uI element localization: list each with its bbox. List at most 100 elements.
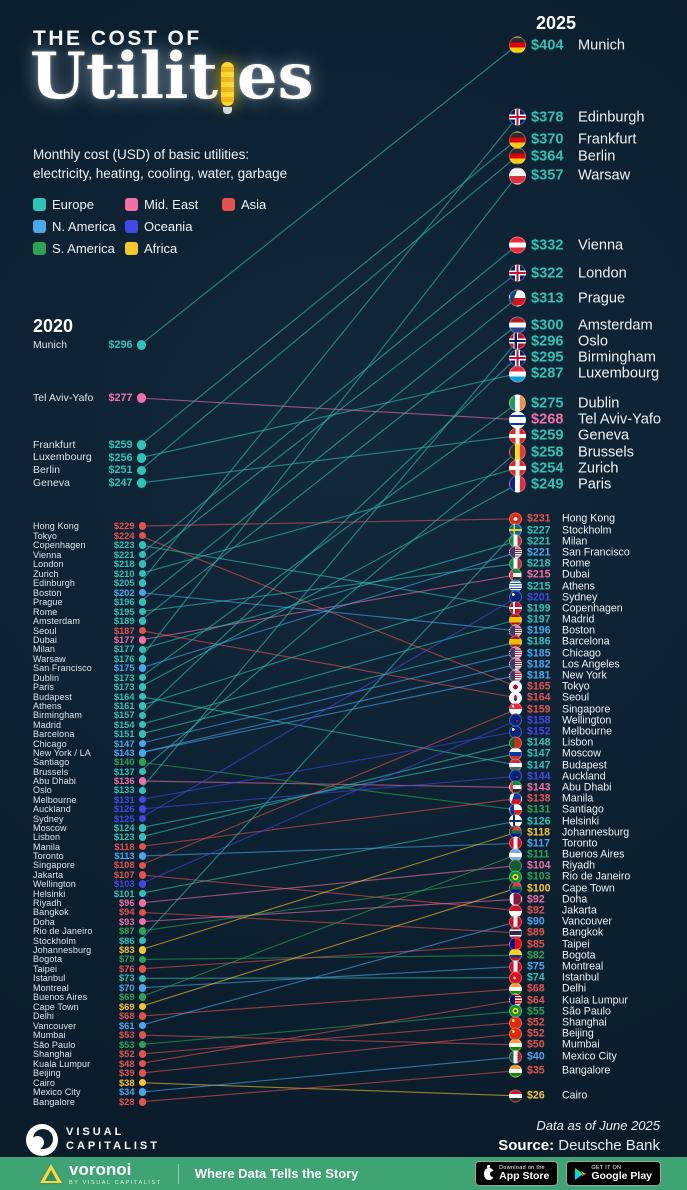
source-note: Source: Deutsche Bank: [498, 1137, 660, 1154]
legend-label: Oceania: [144, 219, 193, 234]
right-value: $221: [527, 546, 551, 559]
right-value: $152: [527, 725, 551, 738]
left-row: Shanghai $52: [33, 1049, 146, 1059]
left-row: Buenos Aires $69: [33, 992, 146, 1002]
left-city-label: Mexico City: [33, 1087, 81, 1098]
right-value: $147: [527, 747, 551, 760]
right-row: $147 Moscow: [509, 747, 601, 761]
right-row: $370 Frankfurt: [509, 131, 636, 148]
right-row: $300 Amsterdam: [509, 316, 653, 334]
left-row: Auckland $126: [33, 804, 146, 814]
right-row: $295 Birmingham: [509, 349, 656, 366]
right-city-label: Vienna: [578, 237, 624, 254]
right-city-label: Johannesburg: [562, 826, 630, 839]
right-value: $138: [527, 792, 551, 805]
left-dot-icon: [138, 805, 146, 813]
right-value: $185: [527, 647, 551, 660]
left-row: Sydney $125: [33, 814, 146, 824]
left-row: Bangkok $94: [33, 907, 146, 917]
right-value: $332: [531, 237, 564, 254]
google-play-badge[interactable]: GET IT ON Google Play: [566, 1161, 661, 1186]
left-city-label: São Paulo: [33, 1039, 76, 1050]
left-city-label: Vancouver: [33, 1020, 77, 1031]
right-city-label: Birmingham: [578, 349, 656, 366]
right-city-label: São Paulo: [562, 1005, 611, 1018]
right-city-label: Mexico City: [562, 1050, 617, 1063]
left-value: $161: [113, 700, 135, 711]
left-value: $157: [113, 710, 135, 721]
left-row: Manila $118: [33, 842, 146, 852]
right-value: $147: [527, 759, 551, 771]
left-city-label: Seoul: [33, 625, 57, 636]
right-row: $221 San Francisco: [509, 545, 630, 559]
left-row: Cape Town $69: [33, 1002, 146, 1012]
right-row: $100 Cape Town: [509, 881, 615, 895]
left-dot-icon: [138, 531, 146, 540]
left-city-label: Mumbai: [33, 1030, 66, 1041]
right-city-label: Milan: [562, 535, 588, 548]
left-value: $196: [113, 597, 135, 608]
right-city-label: Edinburgh: [578, 109, 645, 126]
right-city-label: Cape Town: [562, 882, 615, 895]
right-city-label: Buenos Aires: [562, 848, 625, 861]
legend-item: Europe: [33, 197, 125, 212]
voronoi-brand-sub: BY VISUAL CAPITALIST: [69, 1180, 162, 1186]
left-dot-icon: [136, 393, 146, 403]
right-row: $40 Mexico City: [509, 1050, 617, 1064]
legend-swatch-icon: [125, 242, 138, 255]
right-value: $50: [527, 1038, 545, 1051]
left-value: $86: [118, 935, 135, 946]
left-row: Geneva $247: [33, 477, 146, 489]
visual-capitalist-logo-icon: [26, 1124, 58, 1156]
left-city-label: Shanghai: [33, 1049, 72, 1060]
left-city-label: Cape Town: [33, 1001, 79, 1012]
legend-label: Asia: [241, 197, 267, 212]
right-city-label: Seoul: [562, 691, 590, 704]
left-row: Delhi $68: [33, 1011, 146, 1021]
visual-capitalist-logo: VISUAL CAPITALIST: [26, 1124, 160, 1156]
right-row: $258 Brussels: [509, 443, 634, 461]
left-city-label: Johannesburg: [33, 945, 92, 955]
right-city-label: Madrid: [562, 613, 595, 626]
legend-swatch-icon: [33, 220, 46, 233]
right-city-label: Prague: [578, 290, 626, 306]
right-row: $118 Johannesburg: [509, 825, 630, 839]
right-value: $258: [531, 444, 564, 460]
right-city-label: Riyadh: [562, 859, 595, 872]
left-value: $277: [108, 392, 133, 405]
right-value: $90: [527, 915, 545, 928]
right-city-label: Rome: [562, 557, 591, 570]
right-row: $322 London: [509, 264, 627, 282]
right-value: $103: [527, 870, 551, 883]
right-row: $147 Budapest: [509, 758, 607, 772]
right-row: $55 São Paulo: [509, 1004, 611, 1018]
left-value: $296: [108, 339, 133, 352]
right-city-label: Tokyo: [562, 680, 590, 693]
left-value: $96: [118, 897, 135, 908]
right-city-label: Auckland: [562, 770, 606, 783]
left-city-label: Cairo: [33, 1077, 56, 1088]
left-dot-icon: [138, 711, 146, 720]
right-value: $100: [527, 882, 551, 895]
title-word-start: Utilit: [30, 39, 218, 114]
left-value: $126: [113, 804, 135, 815]
left-city-label: Bangkok: [33, 907, 69, 918]
right-value: $364: [531, 148, 564, 165]
left-row: Cairo $38: [33, 1078, 146, 1088]
left-value: $101: [113, 888, 135, 899]
left-dot-icon: [138, 1088, 146, 1096]
right-city-label: Tel Aviv-Yafo: [578, 411, 662, 428]
left-value: $210: [113, 568, 135, 579]
left-dot-icon: [138, 569, 146, 578]
app-store-badge[interactable]: Download on the App Store: [475, 1161, 559, 1186]
right-city-label: Manila: [562, 792, 594, 805]
legend-label: S. America: [52, 241, 115, 256]
right-value: $126: [527, 815, 551, 827]
legend-item: Oceania: [125, 219, 222, 234]
left-dot-icon: [138, 917, 146, 926]
right-city-label: Frankfurt: [578, 131, 637, 148]
right-row: $50 Mumbai: [509, 1038, 600, 1052]
left-row: Mumbai $53: [33, 1030, 146, 1040]
column-header-2025: 2025: [536, 13, 577, 33]
legend-swatch-icon: [33, 242, 46, 255]
